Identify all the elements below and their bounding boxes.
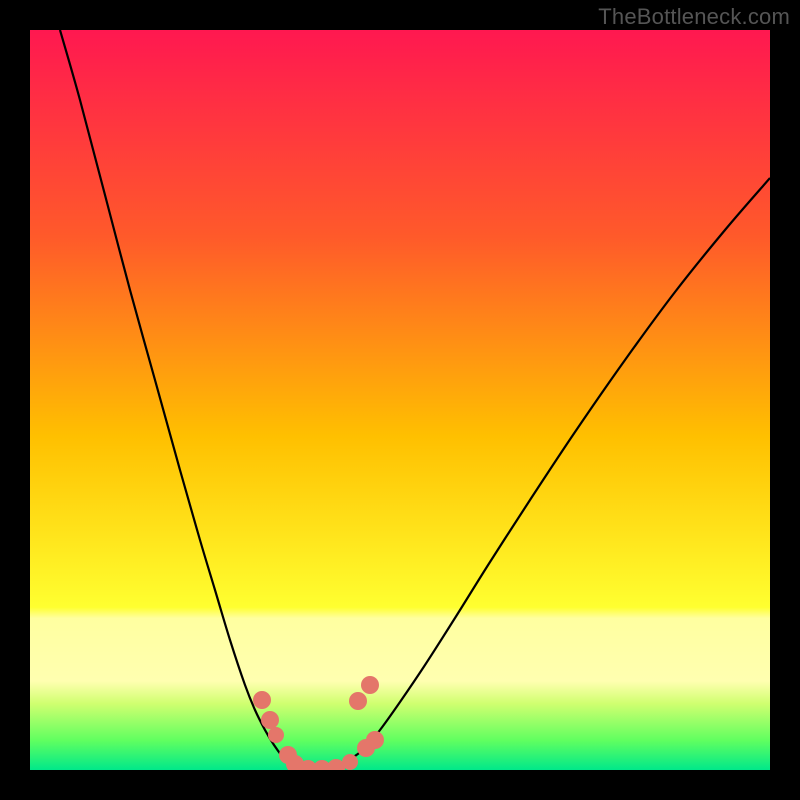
data-marker [268, 727, 284, 743]
data-marker [253, 691, 271, 709]
left-curve [60, 30, 306, 770]
chart-svg [30, 30, 770, 770]
chart-container: TheBottleneck.com [0, 0, 800, 800]
data-marker [366, 731, 384, 749]
data-marker [361, 676, 379, 694]
markers-group [253, 676, 384, 770]
data-marker [261, 711, 279, 729]
data-marker [342, 754, 358, 770]
watermark-text: TheBottleneck.com [598, 4, 790, 30]
data-marker [349, 692, 367, 710]
